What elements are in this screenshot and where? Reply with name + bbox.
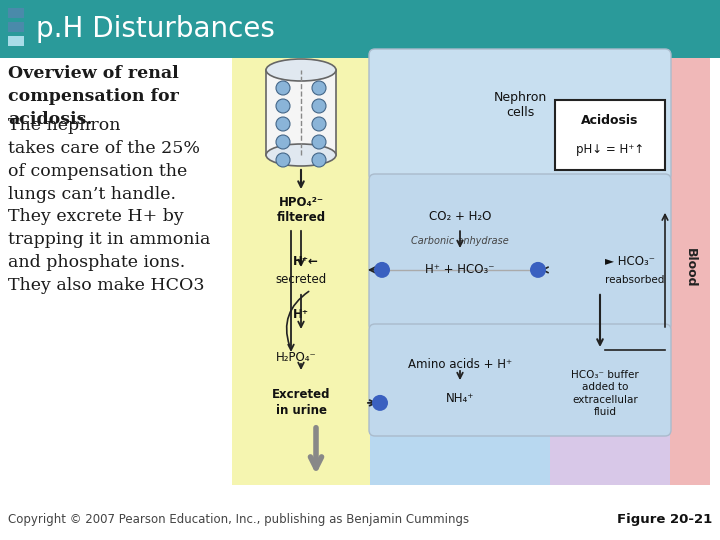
- Text: H₂PO₄⁻: H₂PO₄⁻: [276, 352, 316, 365]
- Text: H⁺←: H⁺←: [293, 255, 319, 268]
- Circle shape: [374, 262, 390, 278]
- Circle shape: [276, 135, 290, 149]
- Circle shape: [312, 81, 326, 95]
- Text: H⁺ + HCO₃⁻: H⁺ + HCO₃⁻: [426, 264, 495, 276]
- Text: secreted: secreted: [275, 273, 327, 286]
- Bar: [8, 22, 24, 32]
- Text: Acidosis: Acidosis: [581, 113, 639, 126]
- FancyArrowPatch shape: [287, 292, 309, 346]
- Text: Figure 20-21: Figure 20-21: [617, 513, 712, 526]
- Circle shape: [312, 153, 326, 167]
- Circle shape: [530, 262, 546, 278]
- Bar: [0, 0, 720, 58]
- Circle shape: [312, 117, 326, 131]
- Bar: [670, 50, 710, 485]
- Text: p.H Disturbances: p.H Disturbances: [36, 15, 275, 43]
- Text: Carbonic anhydrase: Carbonic anhydrase: [411, 236, 509, 246]
- Circle shape: [372, 395, 388, 411]
- FancyBboxPatch shape: [369, 174, 671, 331]
- Circle shape: [312, 135, 326, 149]
- Text: Nephron
cells: Nephron cells: [493, 91, 546, 119]
- Text: HPO₄²⁻
filtered: HPO₄²⁻ filtered: [276, 196, 325, 224]
- Text: Amino acids + H⁺: Amino acids + H⁺: [408, 359, 512, 372]
- Bar: [550, 50, 670, 485]
- FancyBboxPatch shape: [369, 324, 671, 436]
- FancyBboxPatch shape: [369, 49, 671, 181]
- Ellipse shape: [266, 59, 336, 81]
- Circle shape: [276, 81, 290, 95]
- Text: reabsorbed: reabsorbed: [605, 275, 665, 285]
- Circle shape: [276, 117, 290, 131]
- Text: pH↓ = H⁺↑: pH↓ = H⁺↑: [576, 144, 644, 157]
- Text: Overview of renal
compensation for
acidosis.: Overview of renal compensation for acido…: [8, 65, 179, 127]
- Circle shape: [276, 99, 290, 113]
- Text: Copyright © 2007 Pearson Education, Inc., publishing as Benjamin Cummings: Copyright © 2007 Pearson Education, Inc.…: [8, 513, 469, 526]
- Bar: [8, 36, 24, 46]
- Text: HCO₃⁻ buffer
added to
extracellular
fluid: HCO₃⁻ buffer added to extracellular flui…: [571, 370, 639, 417]
- Text: The nephron
takes care of the 25%
of compensation the
lungs can’t handle.
They e: The nephron takes care of the 25% of com…: [8, 117, 210, 294]
- Circle shape: [312, 99, 326, 113]
- Text: in urine: in urine: [276, 404, 326, 417]
- Ellipse shape: [266, 144, 336, 166]
- Bar: [232, 50, 670, 485]
- Text: ► HCO₃⁻: ► HCO₃⁻: [605, 255, 655, 268]
- Bar: [266, 70, 336, 155]
- Text: CO₂ + H₂O: CO₂ + H₂O: [429, 210, 491, 222]
- Bar: [370, 50, 670, 485]
- Bar: [8, 8, 24, 18]
- Bar: [555, 100, 665, 170]
- Text: Excreted: Excreted: [271, 388, 330, 401]
- Text: NH₄⁺: NH₄⁺: [446, 392, 474, 404]
- Circle shape: [276, 153, 290, 167]
- Text: Blood: Blood: [683, 248, 696, 287]
- Text: H⁺: H⁺: [293, 308, 309, 321]
